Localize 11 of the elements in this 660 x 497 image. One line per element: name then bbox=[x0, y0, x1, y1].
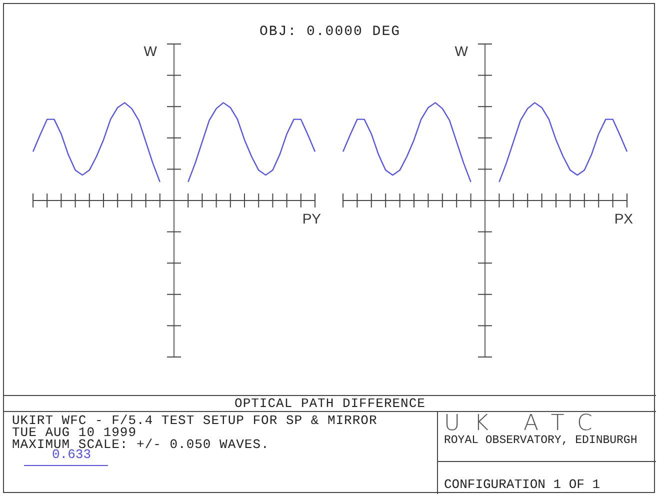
text: ROYAL OBSERVATORY, EDINBURGH bbox=[444, 434, 638, 447]
text: TUE AUG 10 1999 bbox=[12, 425, 137, 440]
x-axis-title: PY bbox=[302, 210, 322, 226]
text: UKIRT WFC - F/5.4 TEST SETUP FOR SP & MIRROR bbox=[12, 413, 378, 428]
x-axis-title: PX bbox=[614, 210, 634, 226]
text: CONFIGURATION 1 OF 1 bbox=[444, 477, 600, 492]
y-axis-title: W bbox=[454, 43, 469, 59]
text: OPTICAL PATH DIFFERENCE bbox=[234, 396, 426, 411]
chart-title: OBJ: 0.0000 DEG bbox=[258, 24, 402, 40]
text: UK ATC bbox=[444, 411, 606, 436]
y-axis-title: W bbox=[144, 43, 158, 59]
